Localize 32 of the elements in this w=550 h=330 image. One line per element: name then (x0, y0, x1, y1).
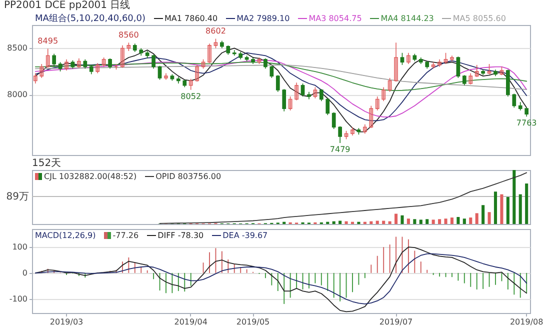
x-tick-label: 2019/08 (510, 318, 544, 326)
annotation: 8495 (38, 36, 58, 46)
legend-label: MA4 8144.23 (380, 14, 434, 23)
x-tick-label: 2019/04 (174, 318, 208, 326)
text: 152天 (32, 158, 62, 169)
y-tick-label: 100 (12, 242, 28, 252)
legend-label: -77.26 (112, 231, 139, 240)
legend-label: DEA -39.67 (222, 231, 268, 240)
legend-label: OPID 803756.00 (156, 172, 222, 181)
chart-subtitle: DCE pp2001 日线 (44, 0, 130, 11)
y-tick-label: -100 (9, 294, 28, 304)
annotation: 8052 (180, 92, 202, 101)
legend-label: MA2 7989.10 (236, 14, 290, 23)
chart-title: PP2001 (4, 0, 42, 11)
legend-label: MA3 8054.75 (308, 14, 362, 23)
legend-label: CJL 1032882.00(48:52) (44, 172, 137, 181)
legend-label: MA1 7860.40 (164, 14, 218, 23)
annotation: 8560 (118, 30, 139, 40)
annotation: 8602 (206, 26, 226, 36)
x-tick-label: 2019/05 (236, 318, 270, 326)
ref-line-label: 89万 (6, 191, 29, 202)
y-tick-label: 0 (22, 268, 28, 278)
legend-label: DIFF -78.30 (158, 231, 204, 240)
x-tick-label: 2019/03 (50, 318, 84, 326)
annotation: 7763 (516, 118, 537, 128)
y-tick-label: 8500 (7, 44, 28, 53)
annotation: 7479 (330, 145, 350, 154)
legend-title: MACD(12,26,9) (35, 231, 96, 240)
legend-title: MA组合(5,10,20,40,60,0) (35, 14, 146, 24)
y-tick-label: 8000 (7, 90, 28, 100)
x-tick-label: 2019/07 (379, 318, 413, 326)
legend-label: MA5 8055.60 (452, 14, 506, 23)
